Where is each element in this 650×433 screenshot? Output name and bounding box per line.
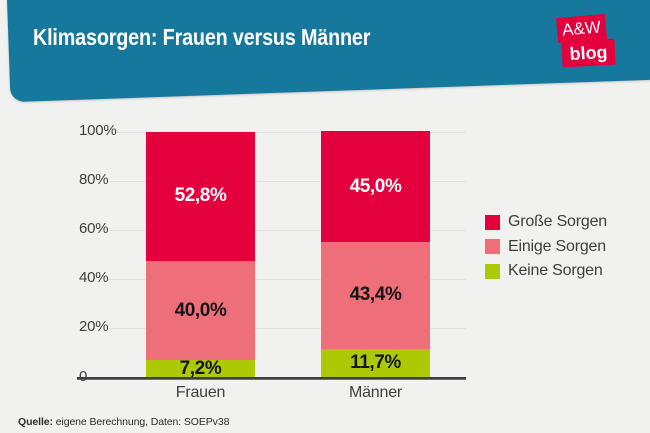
page-title-text: Klimasorgen: Frauen versus Männer [33,24,371,50]
legend-item: Einige Sorgen [485,238,606,256]
bar-value-label: 45,0% [349,175,402,197]
bar-segment: 11,7% [321,348,430,378]
gridline [108,229,466,231]
gridline [108,279,466,281]
aw-logo-blog-chip: blog [561,38,616,68]
bar-value-label: 7,2% [179,357,222,379]
y-axis-tick-label: 20% [79,318,109,336]
legend-swatch [485,263,500,279]
bar-segment: 45,0% [321,131,430,242]
blog-logo-text: blog [568,41,608,64]
legend-item: Keine Sorgen [485,262,603,280]
y-axis-tick-label: 80% [79,170,109,188]
bar-segment: 7,2% [146,357,255,379]
y-axis-tick-label: 100% [79,121,117,139]
bar-segment: 43,4% [321,241,430,349]
source-note: Quelle: eigene Berechnung, Daten: SOEPv3… [18,416,229,428]
page-title: Klimasorgen: Frauen versus Männer [33,24,425,51]
source-text: eigene Berechnung, Daten: SOEPv38 [55,416,230,428]
legend-swatch [485,239,500,254]
x-axis-line [77,377,466,380]
y-axis-tick-label: 0 [79,367,88,385]
x-axis-category-label: Männer [348,384,403,401]
bar-value-label: 52,8% [174,185,227,207]
bar-value-label: 40,0% [174,299,227,321]
legend-swatch [485,214,500,230]
source-label: Quelle: [18,416,53,428]
legend-item: Große Sorgen [485,213,607,231]
y-axis-tick-label: 40% [79,269,109,287]
bar-value-label: 11,7% [350,352,401,374]
legend-label: Große Sorgen [508,213,607,230]
bar-segment: 40,0% [146,261,255,360]
gridline [108,180,466,182]
gridline [108,328,466,330]
gridline [108,131,466,133]
legend-label: Einige Sorgen [508,237,606,255]
legend-label: Keine Sorgen [508,262,603,279]
aw-logo-text: A&W [561,16,602,40]
y-axis-tick-label: 60% [79,219,109,237]
bar-value-label: 43,4% [349,284,402,306]
bar-segment: 52,8% [146,131,255,262]
x-axis-category-label: Frauen [175,384,226,401]
